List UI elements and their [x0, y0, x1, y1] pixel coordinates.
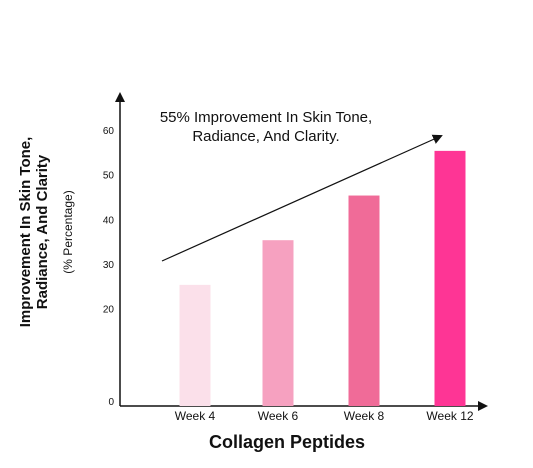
y-axis-title-line-2: Radiance, And Clarity: [34, 154, 51, 309]
x-category-label: Week 8: [344, 409, 385, 423]
bar-week-12: [434, 150, 466, 406]
x-axis-title: Collagen Peptides: [209, 432, 365, 452]
y-tick-label: 20: [103, 305, 115, 316]
y-tick-label: 0: [108, 397, 114, 408]
y-tick-label: 60: [103, 126, 115, 137]
x-category-label: Week 6: [258, 409, 299, 423]
annotation-line-2: Radiance, And Clarity.: [192, 128, 339, 145]
x-category-label: Week 4: [175, 409, 216, 423]
annotation-line-1: 55% Improvement In Skin Tone,: [160, 109, 372, 126]
y-axis-title-line-1: Improvement In Skin Tone,: [17, 137, 34, 328]
bar-week-4: [179, 284, 211, 406]
y-tick-label: 40: [103, 215, 115, 226]
y-tick-labels: 0 20 30 40 50 60: [103, 126, 115, 408]
bars-group: [179, 150, 466, 406]
x-category-labels: Week 4 Week 6 Week 8 Week 12: [175, 409, 474, 423]
bar-week-8: [348, 195, 380, 406]
y-tick-label: 50: [103, 171, 115, 182]
y-axis-subtitle: (% Percentage): [61, 190, 75, 273]
trend-arrow: [161, 134, 443, 262]
bar-week-6: [262, 240, 294, 406]
y-tick-label: 30: [103, 260, 115, 271]
x-category-label: Week 12: [426, 409, 473, 423]
